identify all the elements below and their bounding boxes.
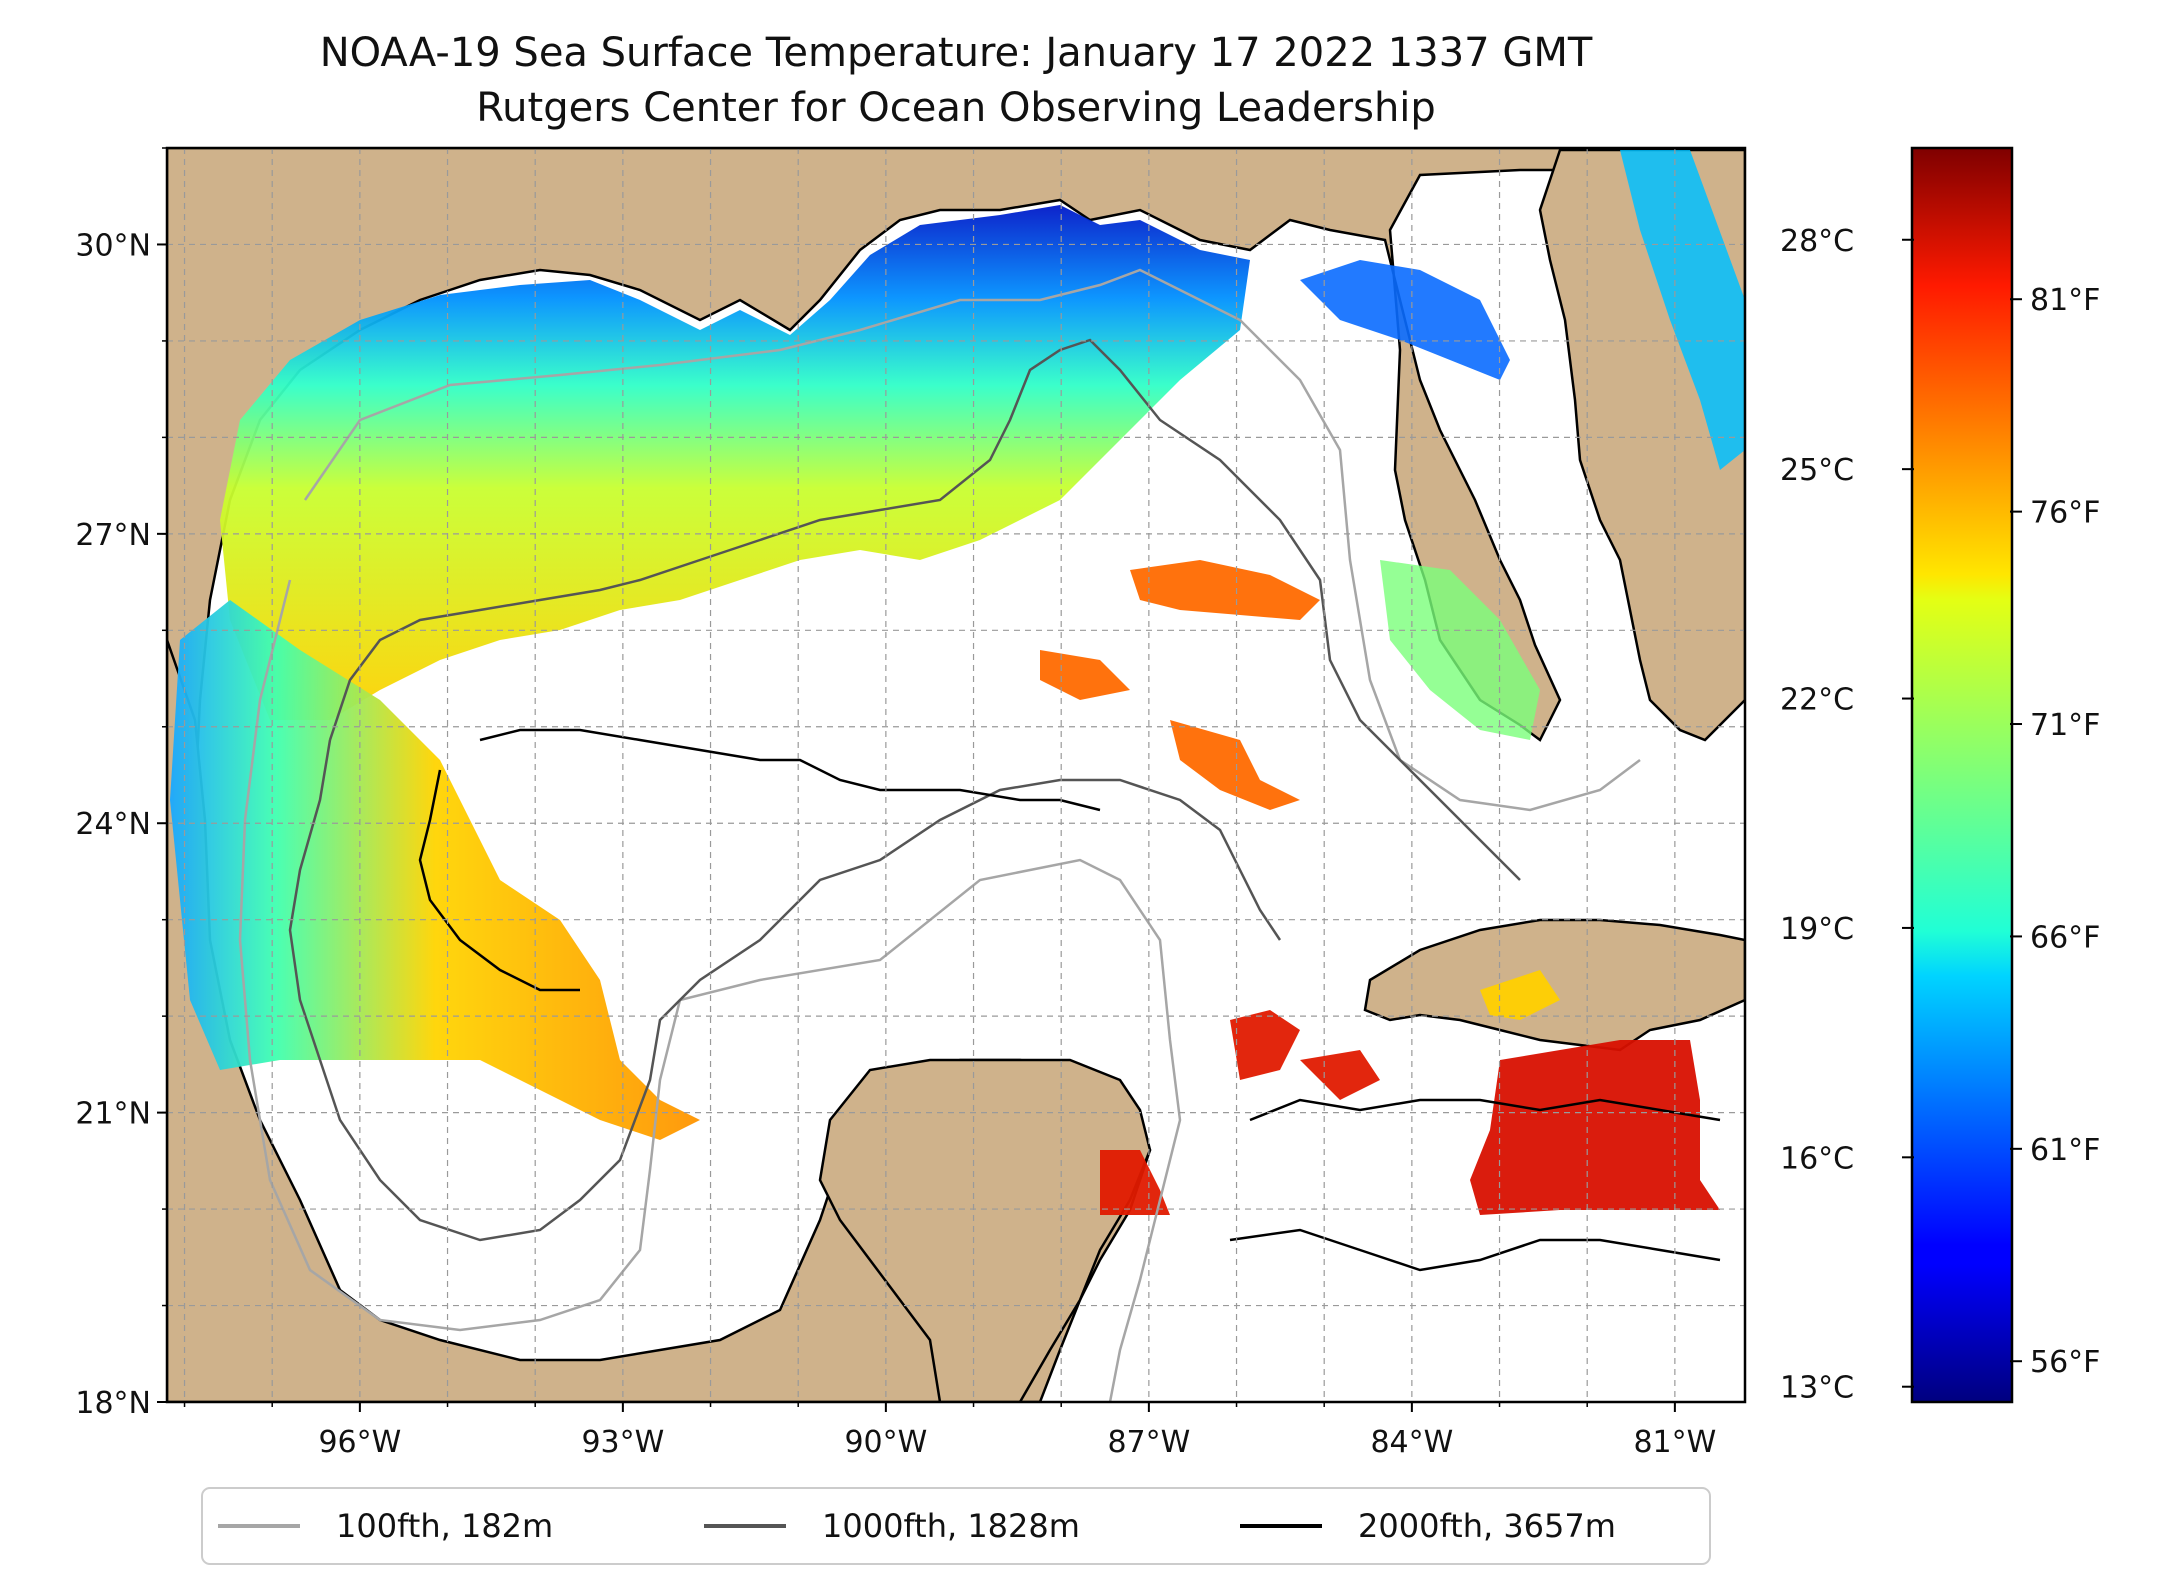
sst-north-shelf [220,205,1250,720]
map-gridlines [167,148,1745,1402]
contour-100fth [238,268,1641,1402]
fahrenheit-tick-label: 56°F [2030,1345,2100,1380]
legend-label-1000fth: 1000fth, 1828m [822,1507,1080,1545]
lon-tick-label: 93°W [581,1425,664,1460]
lat-tick-label: 27°N [75,518,151,553]
latitude-axis: 30°N 27°N 24°N 21°N 18°N [75,147,167,1421]
fahrenheit-tick-label: 66°F [2030,920,2100,955]
sst-caribbean-warm [1470,1040,1720,1215]
celsius-tick-label: 28°C [1780,224,1854,259]
sst-loop-patches [1040,560,1320,810]
lon-tick-label: 84°W [1370,1425,1453,1460]
legend-item-2000fth: 2000fth, 3657m [1240,1507,1616,1545]
legend-item-100fth: 100fth, 182m [218,1507,553,1545]
sst-east-shelf-cool [1300,260,1510,380]
fahrenheit-tick-label: 81°F [2030,283,2100,318]
fahrenheit-tick-label: 61°F [2030,1133,2100,1168]
lat-tick-label: 30°N [75,228,151,263]
lat-tick-label: 21°N [75,1097,151,1132]
lon-tick-label: 81°W [1633,1425,1716,1460]
legend-box [201,1487,1711,1565]
sst-atlantic-strip [1620,150,1745,470]
contour-1000fth [288,338,1521,1242]
fahrenheit-tick-label: 71°F [2030,708,2100,743]
contour-legend: 100fth, 182m 1000fth, 1828m 2000fth, 365… [201,1487,1711,1565]
celsius-tick-label: 22°C [1780,683,1854,718]
yucatan-peninsula [818,1058,1152,1402]
sst-yucatan-channel-warm [1100,1010,1380,1215]
lon-tick-label: 96°W [318,1425,401,1460]
sst-florida-shelf [1380,560,1540,740]
lat-tick-label: 24°N [75,807,151,842]
bathymetry-contours [238,268,1721,1402]
lat-tick-label: 18°N [75,1386,151,1421]
celsius-tick-label: 16°C [1780,1141,1854,1176]
longitude-axis: 96°W 93°W 90°W 87°W 84°W 81°W [183,1402,1716,1460]
map-title: NOAA-19 Sea Surface Temperature: January… [320,30,1593,76]
fahrenheit-tick-label: 76°F [2030,496,2100,531]
lon-tick-label: 87°W [1107,1425,1190,1460]
celsius-tick-label: 13°C [1780,1371,1854,1406]
celsius-tick-label: 19°C [1780,912,1854,947]
celsius-tick-label: 25°C [1780,453,1854,488]
map-frame [165,146,1747,1404]
colorbar-celsius-ticks: 28°C 25°C 22°C 19°C 16°C 13°C [1780,224,1914,1406]
lon-tick-label: 90°W [844,1425,927,1460]
legend-label-2000fth: 2000fth, 3657m [1358,1507,1616,1545]
colorbar: 28°C 25°C 22°C 19°C 16°C 13°C 81°F 76°F 71°F 66°… [1780,146,2100,1406]
colorbar-fahrenheit-ticks: 81°F 76°F 71°F 66°F 61°F 56°F [2010,283,2100,1380]
map-panel [165,146,1747,1404]
legend-label-100fth: 100fth, 182m [336,1507,553,1545]
colorbar-gradient [1910,146,2014,1404]
map-subtitle: Rutgers Center for Ocean Observing Leade… [476,85,1436,131]
legend-item-1000fth: 1000fth, 1828m [704,1507,1080,1545]
